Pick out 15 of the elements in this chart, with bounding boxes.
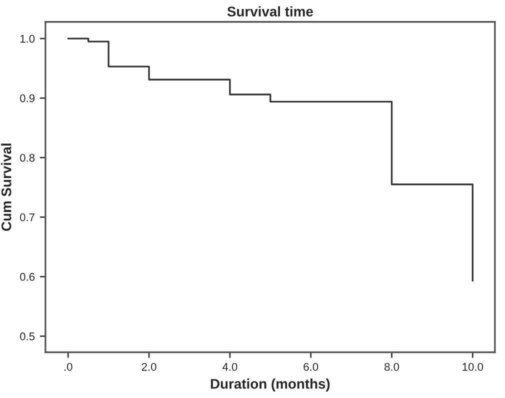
chart-title: Survival time <box>227 6 313 16</box>
y-tick-label: 0.5 <box>20 332 35 340</box>
x-tick-label: 8.0 <box>384 362 400 371</box>
x-tick-label: 6.0 <box>304 362 318 371</box>
x-tick-label: 2.0 <box>142 362 156 371</box>
y-tick-label: 0.9 <box>20 94 35 102</box>
x-tick-label: 4.0 <box>222 362 238 371</box>
y-axis-title: Cum Survival <box>1 144 12 231</box>
y-tick-label: 0.8 <box>20 154 35 162</box>
y-tick-label: 0.6 <box>20 272 35 281</box>
y-tick-label: 0.7 <box>20 213 34 222</box>
x-tick-label: 10.0 <box>462 362 484 371</box>
y-tick-label: 1.0 <box>20 34 35 43</box>
x-axis-title: Duration (months) <box>210 378 330 392</box>
x-tick-label: .0 <box>64 362 72 371</box>
